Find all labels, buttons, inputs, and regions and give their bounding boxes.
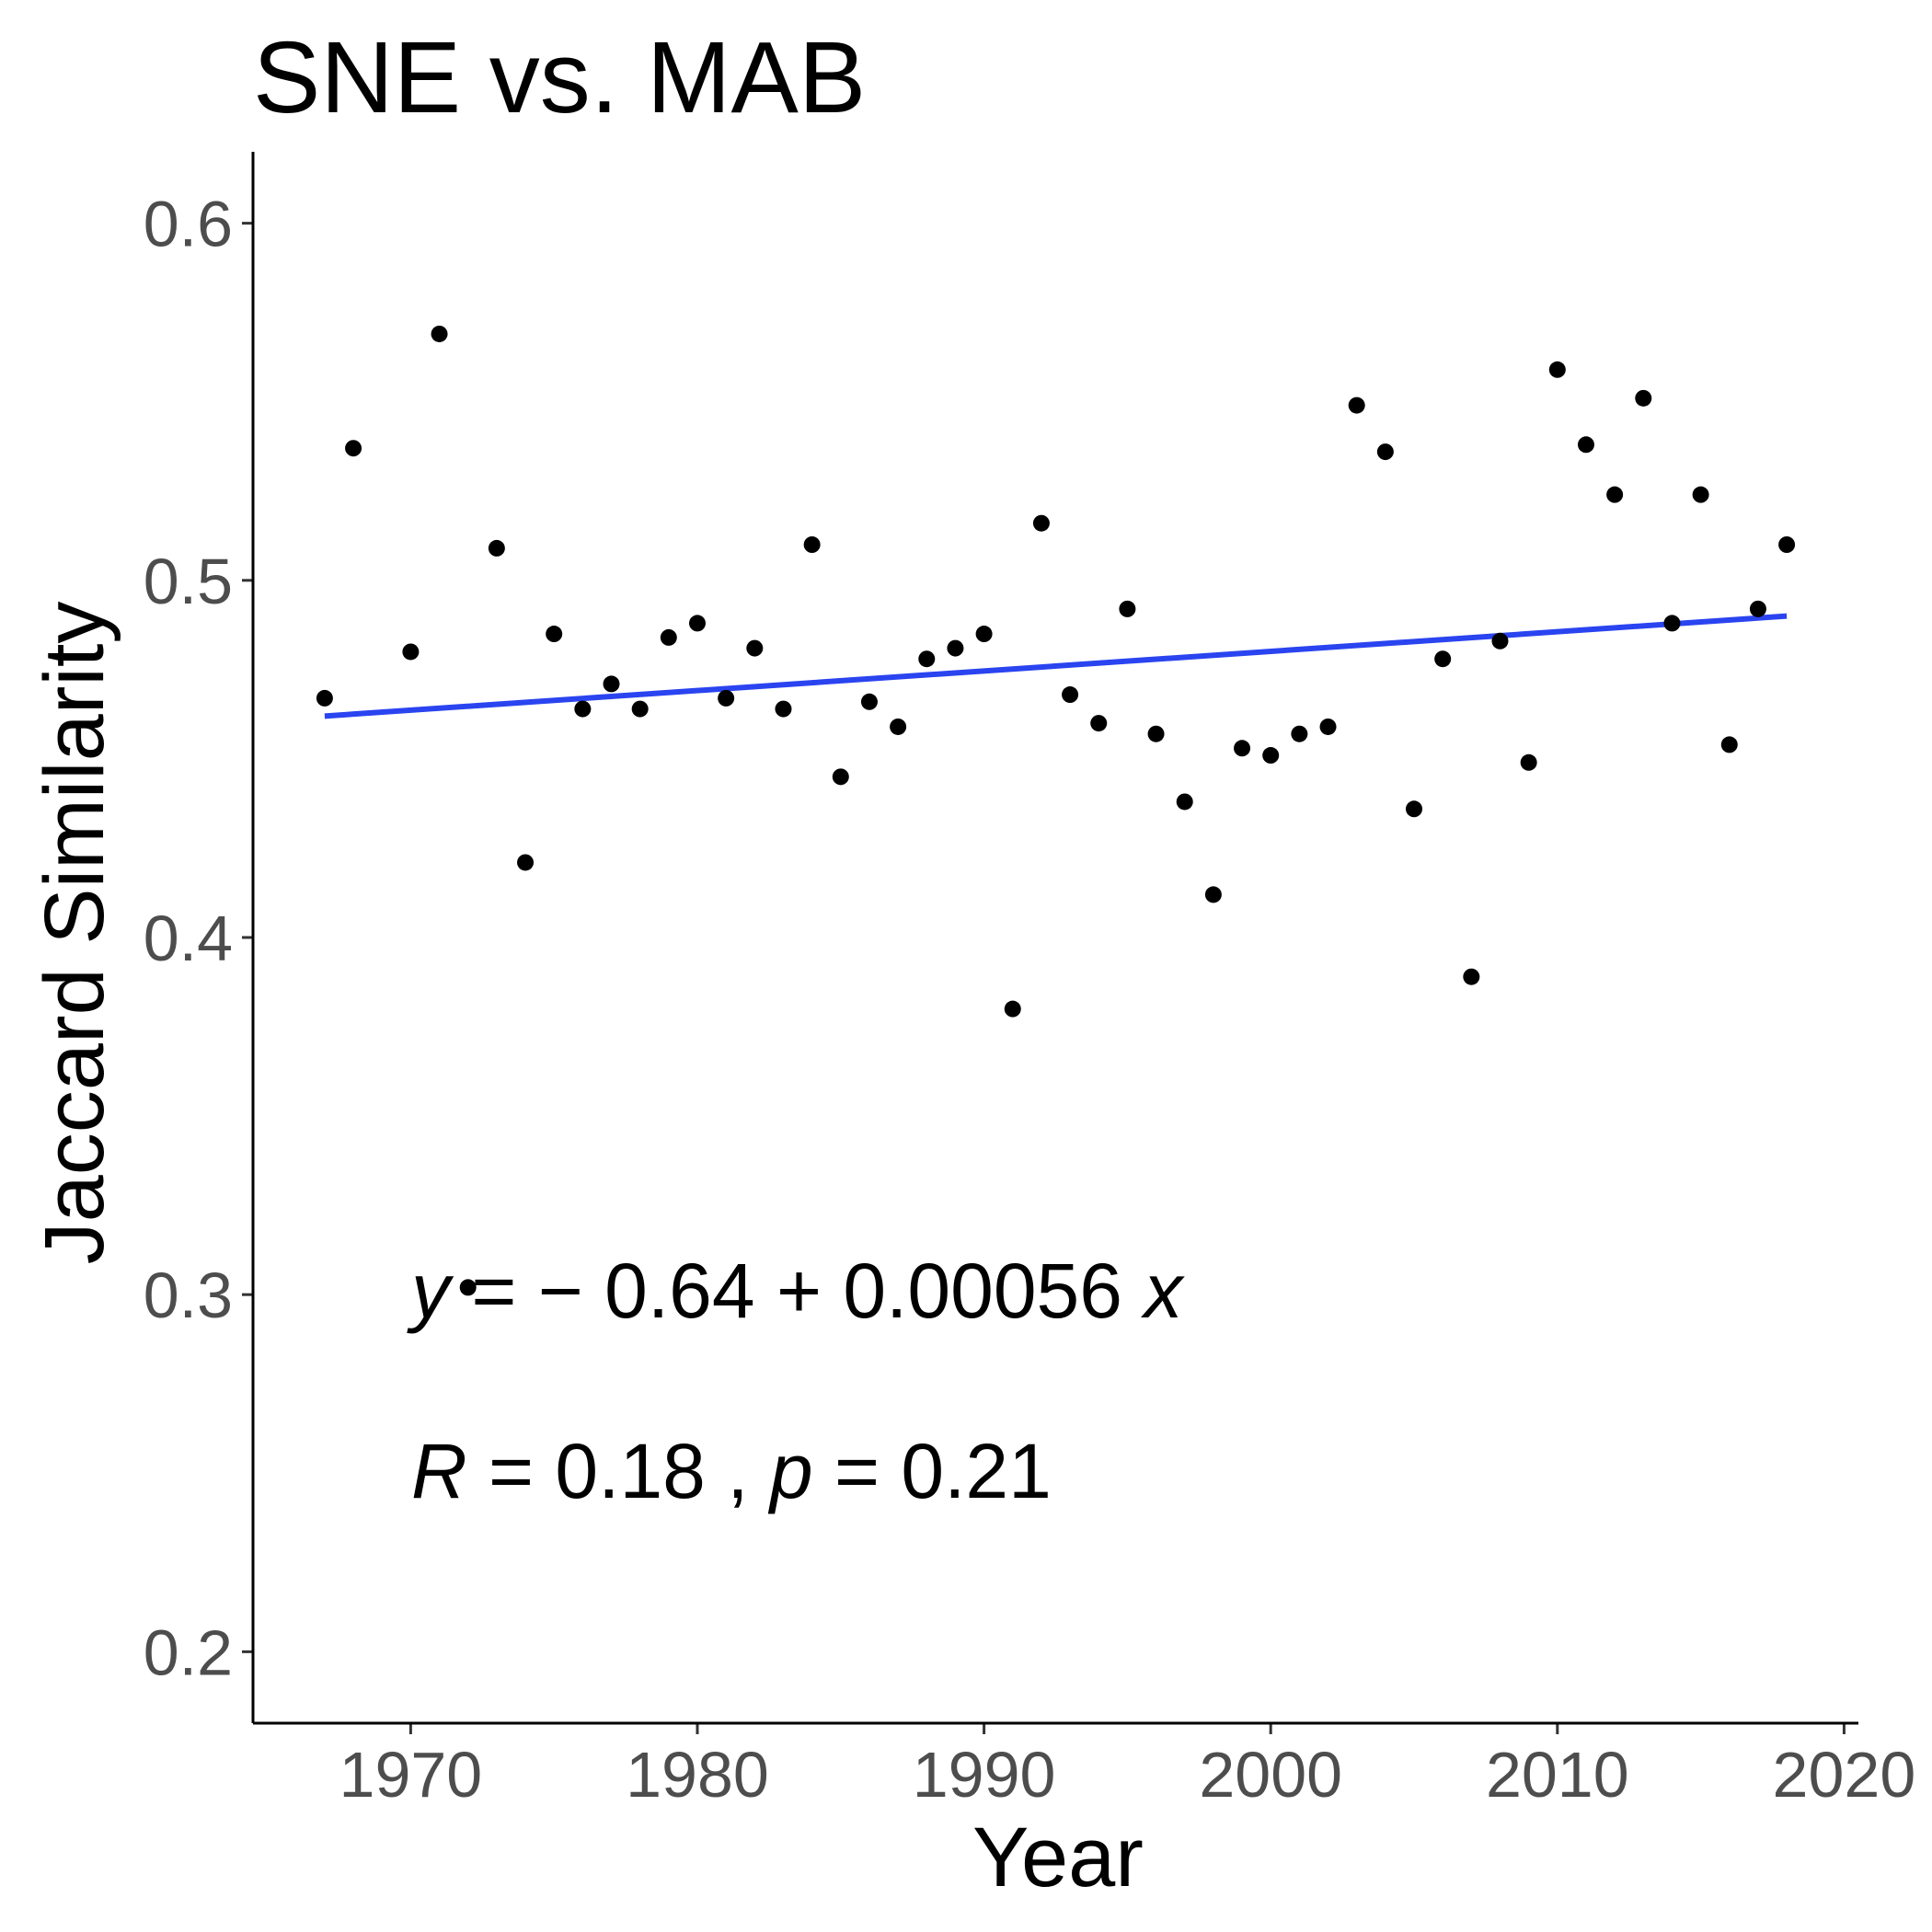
x-tick-label: 2010 xyxy=(1486,1739,1629,1811)
data-point xyxy=(1520,753,1537,771)
data-point xyxy=(1319,718,1337,735)
stats-r-symbol: R xyxy=(411,1428,467,1514)
data-point xyxy=(1004,1000,1021,1018)
data-point xyxy=(832,768,849,786)
data-point xyxy=(316,689,333,707)
data-point xyxy=(1204,886,1222,903)
data-point xyxy=(803,536,821,553)
data-point xyxy=(1548,361,1566,378)
data-point xyxy=(574,700,592,718)
data-point xyxy=(1491,632,1509,650)
data-point xyxy=(1032,514,1050,532)
y-tick-label: 0.3 xyxy=(144,1259,233,1331)
data-point xyxy=(918,650,936,668)
x-axis-title: Year xyxy=(972,1811,1144,1904)
y-tick-label: 0.6 xyxy=(144,189,233,260)
x-axis-ticks: 1970 1980 1990 2000 2010 2020 xyxy=(339,1723,1916,1811)
x-tick-label: 1970 xyxy=(339,1739,483,1811)
data-point xyxy=(459,1279,477,1296)
equation-x-symbol: x xyxy=(1140,1248,1185,1334)
data-point xyxy=(746,639,764,657)
regression-line-group xyxy=(324,613,1788,719)
data-point xyxy=(1119,600,1136,617)
chart-title: SNE vs. MAB xyxy=(253,21,866,134)
data-point xyxy=(1234,740,1251,757)
data-point xyxy=(1463,968,1480,985)
data-point xyxy=(431,325,448,342)
data-point xyxy=(1692,486,1709,503)
data-point xyxy=(718,689,735,707)
data-point xyxy=(775,700,792,718)
data-point xyxy=(1406,800,1423,818)
data-point xyxy=(1663,615,1681,632)
data-point xyxy=(345,440,362,457)
y-tick-label: 0.4 xyxy=(144,903,233,974)
data-point xyxy=(860,693,878,710)
stats-p-symbol: p xyxy=(767,1428,813,1514)
data-point xyxy=(660,628,677,646)
data-point xyxy=(603,675,620,693)
y-tick-label: 0.5 xyxy=(144,546,233,617)
data-point xyxy=(1291,725,1308,742)
x-tick-label: 1980 xyxy=(626,1739,769,1811)
data-point xyxy=(488,539,505,557)
stats-r-value: = 0.18 , xyxy=(467,1428,770,1514)
regression-line xyxy=(324,613,1788,719)
data-point xyxy=(890,718,907,735)
data-point xyxy=(1720,736,1738,753)
data-points xyxy=(316,325,1796,1296)
equation-y-symbol: y xyxy=(407,1248,454,1334)
regression-equation: y = − 0.64 + 0.00056 x xyxy=(407,1248,1185,1334)
y-axis-ticks: 0.2 0.3 0.4 0.5 0.6 xyxy=(144,189,253,1688)
data-point xyxy=(1778,536,1796,553)
data-point xyxy=(1090,715,1108,732)
data-point xyxy=(1635,389,1652,407)
y-tick-label: 0.2 xyxy=(144,1616,233,1688)
data-point xyxy=(1147,725,1165,742)
stats-p-value: = 0.21 xyxy=(813,1428,1052,1514)
data-point xyxy=(1062,686,1079,704)
correlation-stats: R = 0.18 , p = 0.21 xyxy=(411,1428,1052,1514)
data-point xyxy=(517,854,535,871)
data-point xyxy=(1348,397,1365,414)
x-tick-label: 1990 xyxy=(913,1739,1056,1811)
y-axis-title: Jaccard Similarity xyxy=(28,602,121,1265)
data-point xyxy=(631,700,649,718)
x-tick-label: 2000 xyxy=(1199,1739,1342,1811)
data-point xyxy=(1434,650,1452,668)
data-point xyxy=(1749,600,1766,617)
data-point xyxy=(402,643,420,661)
data-point xyxy=(1606,486,1624,503)
data-point xyxy=(1176,793,1193,811)
data-point xyxy=(947,639,964,657)
equation-body: = − 0.64 + 0.00056 xyxy=(450,1248,1144,1334)
x-tick-label: 2020 xyxy=(1773,1739,1916,1811)
data-point xyxy=(1577,436,1594,454)
data-point xyxy=(975,626,993,643)
data-point xyxy=(1262,747,1280,765)
data-point xyxy=(688,615,706,632)
data-point xyxy=(546,626,563,643)
data-point xyxy=(1376,443,1394,461)
